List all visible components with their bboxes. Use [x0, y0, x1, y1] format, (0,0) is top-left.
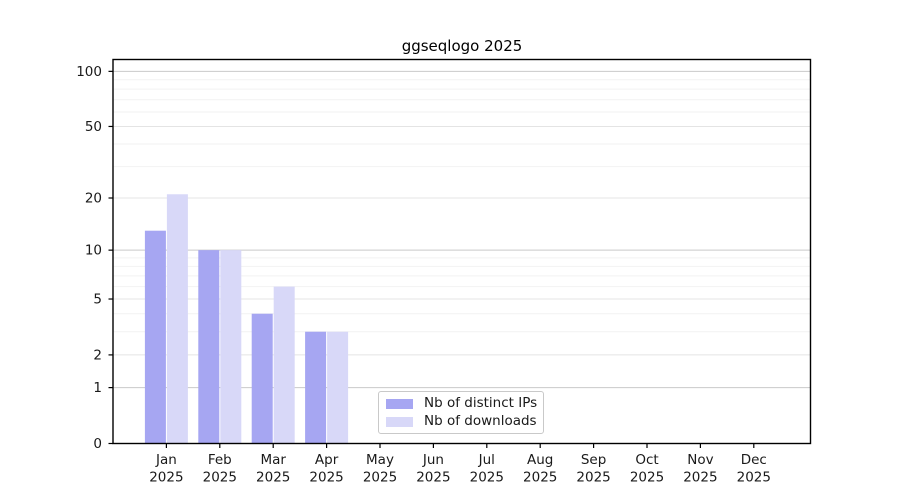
x-tick-year-mar: 2025 [256, 470, 290, 486]
plot-frame [112, 58, 812, 445]
bar-mar-distinct-ips [251, 313, 273, 444]
x-tick-year-jan: 2025 [149, 470, 183, 486]
x-tick-label-dec: Dec [741, 452, 767, 468]
x-tick-label-may: May [366, 452, 394, 468]
x-tick-label-oct: Oct [635, 452, 658, 468]
x-tick-year-feb: 2025 [203, 470, 237, 486]
legend-item-downloads: Nb of downloads [386, 414, 537, 429]
bar-jan-distinct-ips [144, 230, 166, 444]
x-tick-year-dec: 2025 [737, 470, 771, 486]
x-tick-label-sep: Sep [581, 452, 606, 468]
x-tick-year-jun: 2025 [416, 470, 450, 486]
x-tick-label-jan: Jan [155, 452, 177, 468]
bar-jan-downloads [166, 194, 188, 444]
bar-apr-downloads [327, 331, 349, 444]
legend: Nb of distinct IPs Nb of downloads [378, 391, 544, 434]
legend-label-distinct-ips: Nb of distinct IPs [424, 395, 538, 411]
x-tick-label-jul: Jul [478, 452, 495, 468]
x-tick-label-jun: Jun [422, 452, 444, 468]
y-tick-label-20: 20 [85, 191, 102, 207]
y-tick-label-5: 5 [93, 292, 102, 308]
x-tick-label-apr: Apr [315, 452, 339, 468]
bar-feb-downloads [220, 250, 242, 444]
y-tick-label-0: 0 [93, 436, 102, 452]
x-tick-label-feb: Feb [208, 452, 232, 468]
x-tick-year-aug: 2025 [523, 470, 557, 486]
x-tick-label-mar: Mar [260, 452, 286, 468]
x-tick-year-jul: 2025 [470, 470, 504, 486]
x-tick-year-may: 2025 [363, 470, 397, 486]
chart-title: ggseqlogo 2025 [401, 37, 523, 55]
y-tick-label-1: 1 [93, 380, 102, 396]
x-tick-label-aug: Aug [527, 452, 553, 468]
y-tick-label-2: 2 [93, 347, 102, 363]
x-tick-year-sep: 2025 [576, 470, 610, 486]
x-tick-year-apr: 2025 [309, 470, 343, 486]
bar-apr-distinct-ips [305, 331, 327, 444]
y-tick-label-10: 10 [85, 243, 102, 259]
x-tick-label-nov: Nov [687, 452, 713, 468]
bar-mar-downloads [273, 286, 295, 444]
y-tick-label-100: 100 [76, 64, 102, 80]
legend-label-downloads: Nb of downloads [424, 413, 537, 429]
y-tick-label-50: 50 [85, 119, 102, 135]
bar-feb-distinct-ips [198, 250, 220, 444]
legend-item-distinct-ips: Nb of distinct IPs [386, 396, 537, 411]
legend-swatch-distinct-ips [386, 398, 413, 409]
x-tick-year-oct: 2025 [630, 470, 664, 486]
x-tick-year-nov: 2025 [683, 470, 717, 486]
legend-swatch-downloads [386, 416, 413, 427]
